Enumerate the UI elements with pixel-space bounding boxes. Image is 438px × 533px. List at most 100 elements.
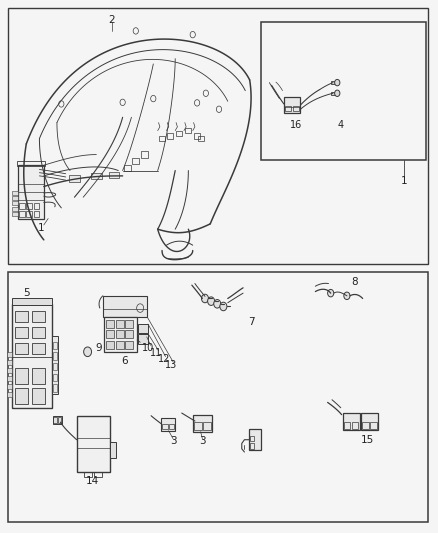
Bar: [32, 311, 45, 322]
Circle shape: [344, 292, 350, 300]
Bar: [7, 360, 12, 365]
Text: 2: 2: [108, 15, 115, 25]
Bar: [344, 422, 350, 429]
Text: 10: 10: [142, 343, 154, 352]
Bar: [203, 422, 211, 430]
Bar: [7, 392, 12, 397]
Bar: [32, 343, 45, 354]
Bar: [106, 320, 114, 328]
Bar: [32, 327, 45, 338]
Text: 8: 8: [351, 278, 358, 287]
Bar: [7, 376, 12, 381]
Bar: [293, 106, 299, 111]
Bar: [198, 136, 204, 141]
Bar: [159, 136, 165, 141]
Bar: [138, 334, 148, 344]
Bar: [19, 211, 25, 217]
Bar: [32, 368, 45, 384]
Bar: [362, 422, 369, 429]
Bar: [106, 330, 114, 338]
Bar: [125, 330, 133, 338]
Bar: [261, 22, 426, 160]
Bar: [17, 161, 45, 166]
Bar: [15, 311, 28, 322]
Circle shape: [220, 302, 227, 311]
Text: 3: 3: [199, 437, 206, 446]
Bar: [15, 327, 28, 338]
Bar: [250, 443, 254, 449]
Bar: [34, 203, 39, 209]
Text: 5: 5: [23, 288, 30, 298]
Bar: [116, 320, 124, 328]
Bar: [284, 97, 300, 113]
Bar: [12, 196, 18, 200]
Bar: [26, 203, 32, 209]
Bar: [53, 363, 57, 370]
Text: 7: 7: [248, 318, 255, 327]
Text: 13: 13: [165, 360, 177, 369]
Circle shape: [328, 289, 334, 297]
Bar: [18, 165, 44, 219]
Bar: [162, 424, 168, 429]
Bar: [116, 330, 124, 338]
Bar: [125, 320, 133, 328]
Bar: [12, 298, 52, 305]
Bar: [12, 212, 18, 216]
Bar: [124, 165, 131, 171]
Circle shape: [335, 79, 340, 86]
Bar: [125, 341, 133, 349]
Bar: [249, 429, 261, 450]
Bar: [176, 131, 182, 136]
Text: 11: 11: [150, 348, 162, 358]
Bar: [138, 324, 148, 333]
Bar: [109, 172, 119, 178]
Bar: [169, 424, 174, 429]
Text: 9: 9: [95, 343, 102, 352]
Bar: [361, 413, 378, 430]
Bar: [103, 296, 147, 317]
Bar: [77, 416, 110, 472]
Circle shape: [335, 90, 340, 96]
Bar: [331, 92, 335, 95]
Bar: [94, 472, 102, 477]
Bar: [370, 422, 377, 429]
Bar: [32, 388, 45, 404]
Bar: [161, 418, 175, 431]
Text: 14: 14: [86, 477, 99, 486]
Bar: [8, 8, 428, 264]
Bar: [53, 416, 62, 424]
Circle shape: [208, 297, 215, 305]
Bar: [104, 317, 137, 352]
Text: 4: 4: [338, 120, 344, 130]
Circle shape: [214, 300, 221, 308]
Bar: [69, 175, 80, 182]
Bar: [343, 413, 360, 430]
Bar: [15, 343, 28, 354]
Bar: [19, 203, 25, 209]
Bar: [12, 201, 18, 205]
Bar: [185, 128, 191, 133]
Text: 12: 12: [158, 354, 170, 364]
Bar: [53, 342, 57, 349]
Bar: [53, 384, 57, 392]
Bar: [53, 374, 57, 381]
Bar: [194, 422, 202, 430]
Bar: [331, 81, 335, 84]
Bar: [12, 207, 18, 211]
Bar: [15, 388, 28, 404]
Circle shape: [84, 347, 92, 357]
Bar: [34, 211, 39, 217]
Bar: [132, 158, 139, 164]
Bar: [91, 173, 102, 179]
Bar: [53, 352, 57, 360]
Text: 15: 15: [361, 435, 374, 445]
Bar: [7, 352, 12, 357]
Bar: [12, 304, 52, 408]
Bar: [193, 415, 212, 432]
Bar: [116, 341, 124, 349]
Bar: [58, 417, 61, 423]
Text: 3: 3: [170, 437, 177, 446]
Bar: [52, 336, 58, 394]
Bar: [250, 436, 254, 441]
Text: 1: 1: [400, 176, 407, 186]
